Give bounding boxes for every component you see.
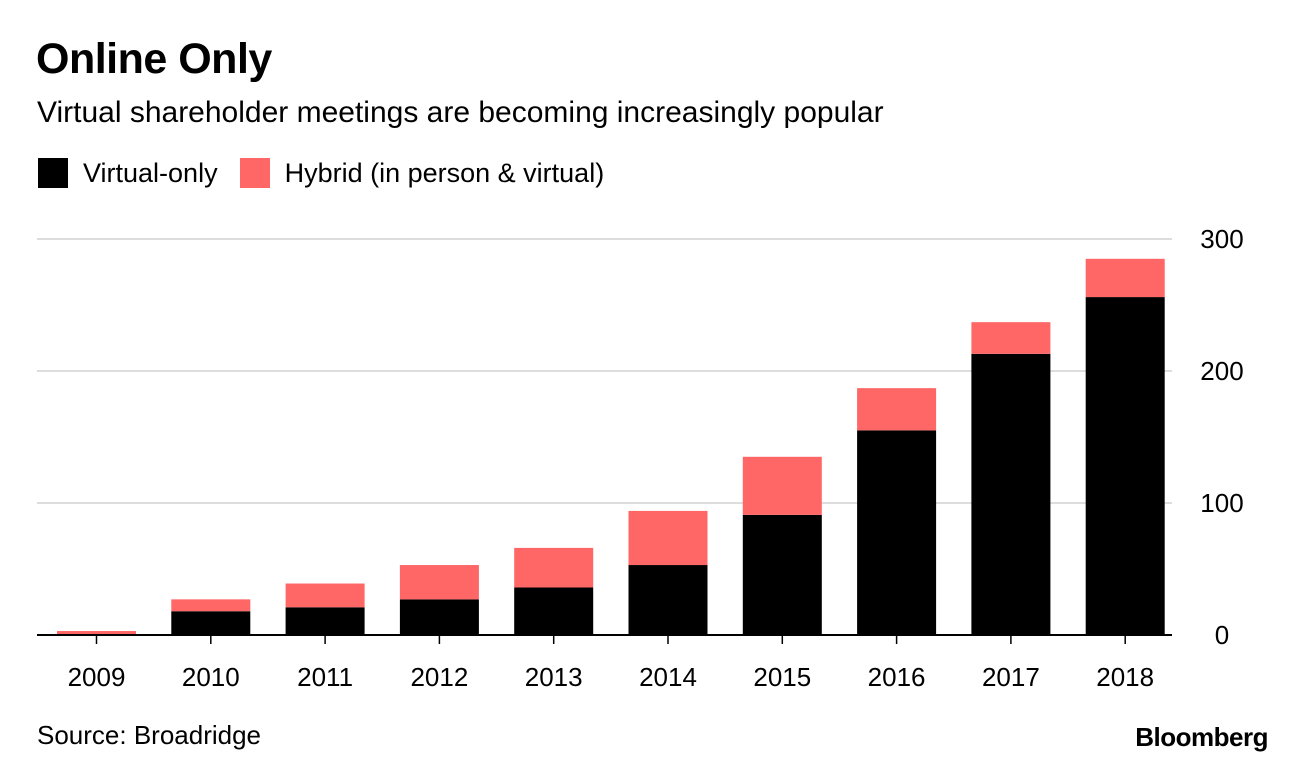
legend-swatch-virtual-only	[38, 158, 68, 188]
bar-hybrid-2014	[628, 510, 708, 566]
legend-item-hybrid: Hybrid (in person & virtual)	[239, 157, 605, 188]
y-tick-label-100: 100	[1200, 488, 1243, 518]
bar-hybrid-2010	[171, 599, 251, 612]
legend-label-virtual-only: Virtual-only	[83, 157, 218, 188]
x-tick-label-2012: 2012	[410, 662, 468, 692]
bar-virtual-only-2017	[971, 353, 1051, 635]
bar-hybrid-2011	[285, 583, 365, 608]
legend: Virtual-only Hybrid (in person & virtual…	[38, 158, 626, 188]
x-tick-label-2016: 2016	[868, 662, 926, 692]
legend-swatch-hybrid	[239, 158, 270, 188]
x-tick-label-2018: 2018	[1096, 662, 1154, 692]
bar-virtual-only-2018	[1085, 297, 1165, 635]
y-tick-label-200: 200	[1200, 356, 1243, 386]
bar-hybrid-2015	[742, 456, 822, 515]
chart-title: Online Only	[36, 35, 272, 83]
chart-subtitle: Virtual shareholder meetings are becomin…	[37, 96, 884, 129]
bar-virtual-only-2016	[857, 430, 937, 635]
x-tick-label-2013: 2013	[525, 662, 583, 692]
legend-item-virtual-only: Virtual-only	[38, 158, 218, 188]
bars	[57, 258, 1165, 635]
x-tick-label-2010: 2010	[182, 662, 240, 692]
bar-virtual-only-2011	[285, 607, 365, 635]
source-note: Source: Broadridge	[37, 720, 262, 750]
bar-hybrid-2009	[57, 631, 136, 635]
x-tick-label-2009: 2009	[68, 662, 126, 692]
x-tick-label-2014: 2014	[639, 662, 697, 692]
bar-virtual-only-2012	[399, 599, 479, 635]
x-tick-label-2017: 2017	[982, 662, 1040, 692]
legend-label-hybrid: Hybrid (in person & virtual)	[284, 157, 605, 188]
x-axis: 2009 2010 2011 2012 2013 2014 2015 2016 2017 2018	[37, 634, 1172, 692]
y-tick-label-0: 0	[1215, 620, 1229, 650]
y-axis: 0 100 200 300	[1200, 224, 1243, 650]
bar-hybrid-2017	[971, 322, 1051, 354]
x-tick-label-2015: 2015	[753, 662, 811, 692]
bloomberg-logo: Bloomberg	[1135, 722, 1268, 752]
bar-virtual-only-2015	[742, 514, 822, 635]
bar-hybrid-2013	[514, 547, 594, 588]
bar-hybrid-2012	[399, 565, 479, 600]
bar-virtual-only-2010	[171, 611, 251, 635]
bar-hybrid-2018	[1085, 258, 1165, 298]
bar-virtual-only-2013	[514, 587, 594, 635]
x-tick-label-2011: 2011	[297, 662, 353, 692]
bar-hybrid-2016	[857, 388, 937, 431]
bar-virtual-only-2014	[628, 565, 708, 635]
y-tick-label-300: 300	[1200, 224, 1243, 254]
